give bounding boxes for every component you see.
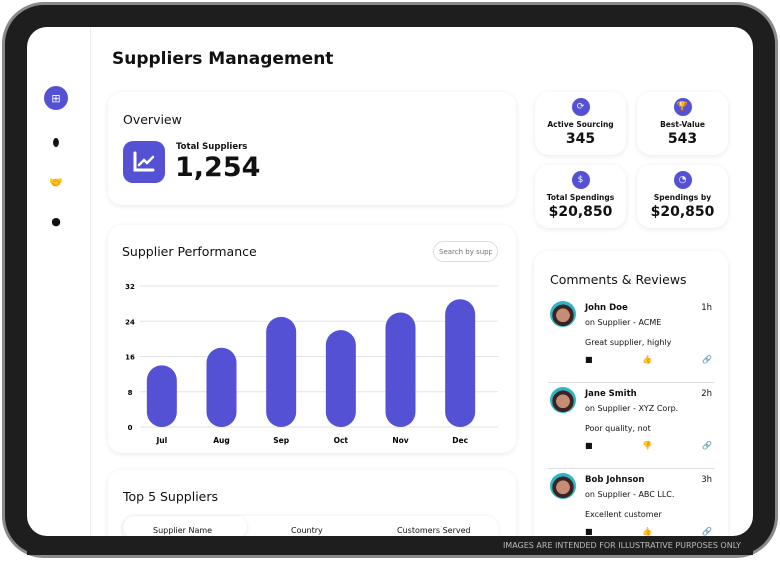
comment-time: 1h xyxy=(701,303,712,313)
bar-oct[interactable] xyxy=(325,330,356,427)
comment-supplier: on Supplier - XYZ Corp. xyxy=(585,404,679,413)
x-tick-label: Aug xyxy=(213,436,230,445)
stat-label: Total Spendings xyxy=(546,193,615,202)
sidebar-item-history[interactable]: ● xyxy=(44,209,68,233)
reply-icon[interactable]: ■ xyxy=(585,441,593,450)
comment-author: Bob Johnson xyxy=(585,475,645,485)
sidebar-item-insights[interactable]: ⬮ xyxy=(44,131,68,155)
comment-author: John Doe xyxy=(585,303,628,313)
comments-title: Comments & Reviews xyxy=(550,272,687,287)
thumbs-up-icon[interactable]: 👍 xyxy=(642,355,653,364)
stat-value: 543 xyxy=(667,131,698,147)
comment-item: Jane Smith 2h on Supplier - XYZ Corp. Po… xyxy=(548,387,714,469)
supplier-search-input[interactable] xyxy=(433,241,498,262)
brain-icon: ⬮ xyxy=(52,136,60,149)
comment-item: John Doe 1h on Supplier - ACME Great sup… xyxy=(548,301,714,383)
sidebar-item-dashboard[interactable]: ⊞ xyxy=(44,86,68,110)
clock-icon: ● xyxy=(51,214,61,228)
comment-time: 2h xyxy=(701,389,712,399)
comment-divider xyxy=(548,382,714,383)
performance-title: Supplier Performance xyxy=(122,244,257,259)
stat-value: $20,850 xyxy=(548,204,613,220)
dollar-icon: $ xyxy=(571,171,590,189)
supplier-performance-card: Supplier Performance 0 8 16 24 32 Jul Aug Sep Oc… xyxy=(108,225,516,453)
comments-card: Comments & Reviews John Doe 1h on Suppli… xyxy=(534,251,728,536)
comment-supplier: on Supplier - ABC LLC. xyxy=(585,490,675,499)
thumbs-up-icon[interactable]: 👍 xyxy=(642,527,653,536)
disclaimer-text: IMAGES ARE INTENDED FOR ILLUSTRATIVE PUR… xyxy=(502,541,741,550)
bar-jul[interactable] xyxy=(146,365,177,427)
stat-label: Best-Value xyxy=(660,120,705,129)
x-tick-label: Dec xyxy=(452,436,468,445)
comment-text: Great supplier, highly xyxy=(585,338,672,347)
bar-sep[interactable] xyxy=(266,316,297,427)
sidebar-item-partners[interactable]: 🤝 xyxy=(44,170,68,194)
avatar xyxy=(550,473,576,499)
y-tick-label: 32 xyxy=(125,283,135,291)
bar-aug[interactable] xyxy=(206,347,237,427)
total-suppliers-label: Total Suppliers xyxy=(176,142,248,152)
bar-nov[interactable] xyxy=(385,312,416,427)
stat-card-spendings-by: ◔ Spendings by $20,850 xyxy=(637,165,728,228)
overview-card: Overview Total Suppliers 1,254 xyxy=(108,92,516,205)
performance-bar-chart: 0 8 16 24 32 Jul Aug Sep Oct Nov Dec xyxy=(125,283,498,445)
bar-dec[interactable] xyxy=(445,299,476,427)
x-tick-label: Oct xyxy=(334,436,349,445)
table-header: Supplier Name Country Customers Served xyxy=(123,516,498,536)
comment-divider xyxy=(548,468,714,469)
y-tick-label: 16 xyxy=(125,354,135,362)
comment-item: Bob Johnson 3h on Supplier - ABC LLC. Ex… xyxy=(548,473,714,536)
reply-icon[interactable]: ■ xyxy=(585,527,593,536)
sync-icon: ⟳ xyxy=(571,98,590,116)
overview-title: Overview xyxy=(123,112,182,127)
x-tick-label: Nov xyxy=(392,436,408,445)
comment-supplier: on Supplier - ACME xyxy=(585,318,662,327)
reply-icon[interactable]: ■ xyxy=(585,355,593,364)
link-icon[interactable]: 🔗 xyxy=(702,527,712,536)
comment-text: Poor quality, not xyxy=(585,424,651,433)
link-icon[interactable]: 🔗 xyxy=(702,441,712,450)
stat-card-active-sourcing: ⟳ Active Sourcing 345 xyxy=(535,92,626,155)
stat-label: Active Sourcing xyxy=(547,120,614,129)
column-customers-served[interactable]: Customers Served xyxy=(397,526,471,535)
sidebar-divider xyxy=(90,27,91,536)
total-suppliers-value: 1,254 xyxy=(175,152,261,183)
x-tick-label: Sep xyxy=(273,436,289,445)
y-tick-label: 24 xyxy=(125,318,135,326)
comment-text: Excellent customer xyxy=(585,510,662,519)
stat-value: 345 xyxy=(565,131,596,147)
comment-author: Jane Smith xyxy=(585,389,637,399)
x-tick-label: Jul xyxy=(155,436,167,445)
app-screen: ⊞ ⬮ 🤝 ● Suppliers Management Overview To… xyxy=(27,27,753,536)
top-suppliers-card: Top 5 Suppliers Supplier Name Country Cu… xyxy=(108,470,516,536)
avatar xyxy=(550,387,576,413)
column-country[interactable]: Country xyxy=(291,526,323,535)
column-supplier-name[interactable]: Supplier Name xyxy=(153,526,213,535)
y-tick-label: 8 xyxy=(128,389,133,397)
chart-line-icon xyxy=(123,141,165,183)
trophy-icon: 🏆 xyxy=(673,98,692,116)
page-title: Suppliers Management xyxy=(112,49,334,69)
grid-icon: ⊞ xyxy=(51,91,61,105)
thumbs-down-icon[interactable]: 👎 xyxy=(642,441,653,450)
stat-value: $20,850 xyxy=(650,204,715,220)
disclaimer-bar: IMAGES ARE INTENDED FOR ILLUSTRATIVE PUR… xyxy=(27,537,753,555)
stat-card-total-spendings: $ Total Spendings $20,850 xyxy=(535,165,626,228)
top-suppliers-title: Top 5 Suppliers xyxy=(123,489,219,504)
link-icon[interactable]: 🔗 xyxy=(702,355,712,364)
handshake-icon: 🤝 xyxy=(49,175,63,189)
stat-card-best-value: 🏆 Best-Value 543 xyxy=(637,92,728,155)
avatar xyxy=(550,301,576,327)
comment-time: 3h xyxy=(701,475,712,485)
stat-label: Spendings by xyxy=(653,193,712,202)
y-tick-label: 0 xyxy=(128,424,133,432)
pie-icon: ◔ xyxy=(673,171,692,189)
